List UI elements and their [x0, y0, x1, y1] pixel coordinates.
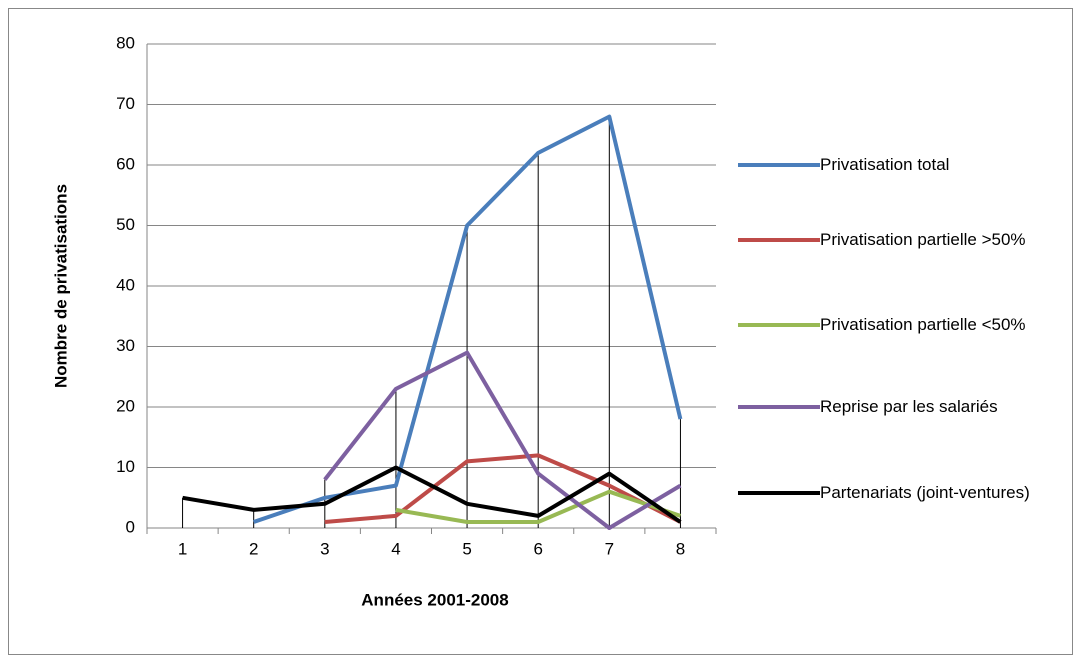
legend-entry: Privatisation partielle >50% [738, 227, 1030, 253]
x-tick-label: 7 [605, 539, 614, 558]
legend-swatch [738, 227, 820, 253]
y-tick-label: 20 [116, 396, 135, 415]
legend-entry: Privatisation partielle <50% [738, 312, 1030, 338]
legend-label: Privatisation total [820, 155, 950, 174]
legend-swatch-line [738, 405, 820, 409]
series-line [324, 453, 682, 524]
legend-swatch-line [738, 238, 820, 242]
y-tick-label: 80 [116, 33, 135, 52]
x-tick-label: 1 [178, 539, 187, 558]
y-axis-title: Nombre de privatisations [51, 184, 70, 388]
y-tick-label: 60 [116, 154, 135, 173]
legend-label: Privatisation partielle <50% [820, 315, 1026, 334]
series-line [395, 489, 682, 524]
x-tick-label: 2 [249, 539, 258, 558]
y-tick-label: 40 [116, 275, 135, 294]
legend-swatch [738, 394, 820, 420]
y-tick-label: 10 [116, 457, 135, 476]
legend-swatch-line [738, 163, 820, 167]
y-tick-label: 50 [116, 215, 135, 234]
y-tick-label: 70 [116, 94, 135, 113]
legend-entry: Partenariats (joint-ventures) [738, 480, 1030, 506]
y-tick-label: 0 [126, 517, 135, 536]
legend-swatch-line [738, 491, 820, 495]
legend-entry: Reprise par les salariés [738, 394, 1030, 420]
legend-label: Reprise par les salariés [820, 397, 998, 416]
x-tick-label: 4 [391, 539, 400, 558]
legend-label: Partenariats (joint-ventures) [820, 483, 1030, 502]
legend-label: Privatisation partielle >50% [820, 230, 1026, 249]
x-tick-label: 3 [320, 539, 329, 558]
y-tick-label: 30 [116, 336, 135, 355]
legend-swatch-line [738, 323, 820, 327]
legend-swatch [738, 480, 820, 506]
legend-swatch [738, 152, 820, 178]
series-line [253, 114, 683, 524]
x-tick-label: 6 [533, 539, 542, 558]
series-line [182, 465, 682, 524]
legend-swatch [738, 312, 820, 338]
x-tick-label: 5 [462, 539, 471, 558]
x-axis-title: Années 2001-2008 [361, 590, 508, 609]
legend-entry: Privatisation total [738, 152, 1030, 178]
x-tick-label: 8 [676, 539, 685, 558]
series-line [323, 350, 682, 530]
chart-border [8, 8, 1073, 655]
